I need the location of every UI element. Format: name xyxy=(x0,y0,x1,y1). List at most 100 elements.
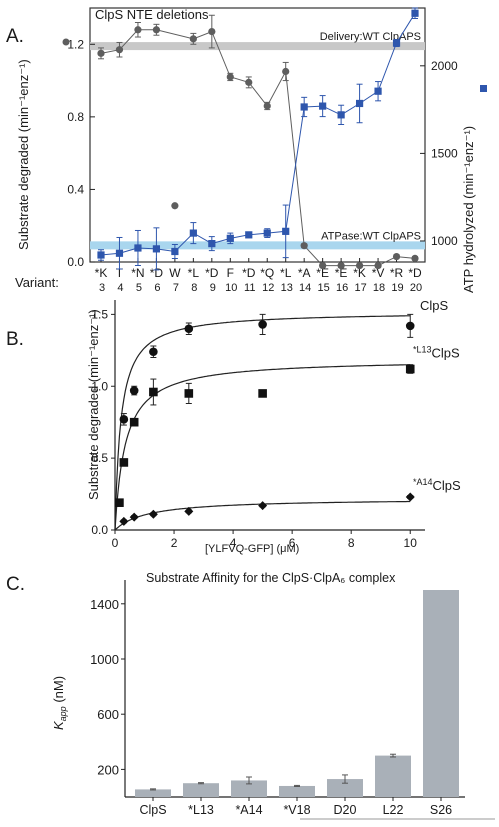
x-tick-label: 2 xyxy=(171,536,178,550)
x-tick-label: *E xyxy=(335,266,348,280)
y-tick-label: 0.8 xyxy=(67,110,84,124)
fit-curve xyxy=(114,364,411,531)
panel-b-letter: B. xyxy=(6,329,24,350)
series-label-superscript: *A14 xyxy=(413,477,433,487)
data-point-circle xyxy=(149,347,158,357)
data-point-diamond xyxy=(148,509,158,519)
y-tick-label: 0.5 xyxy=(91,451,108,465)
x-tick-position: 13 xyxy=(281,282,293,294)
x-tick-position: 6 xyxy=(154,282,160,294)
x-tick-label: *E xyxy=(316,266,329,280)
data-point-circle-isolated xyxy=(171,202,179,210)
x-tick-label: *D xyxy=(150,266,164,280)
x-tick-label: *L xyxy=(188,266,200,280)
bar xyxy=(423,590,459,797)
x-tick-label: *K xyxy=(353,266,366,280)
bar xyxy=(279,785,315,797)
y-axis-label-b: Substrate degraded (min⁻¹enz⁻¹) xyxy=(86,309,101,500)
x-tick-position: 9 xyxy=(210,282,216,294)
variant-label: Variant: xyxy=(15,275,59,290)
panel-b-chart: 0.00.51.01.50 2 4 6 8 10ClpS*L13ClpS*A14ClpS … xyxy=(86,298,461,555)
data-point-circle xyxy=(300,242,308,250)
x-tick-label: W xyxy=(169,266,181,280)
x-tick-position: 16 xyxy=(336,282,348,294)
panel-c-letter: C. xyxy=(6,574,25,595)
x-tick-label: F xyxy=(227,266,234,280)
x-tick-label: *R xyxy=(390,266,404,280)
y2-tick-label: 2000 xyxy=(431,59,458,73)
x-tick-position: 15 xyxy=(318,282,330,294)
x-tick-label: 8 xyxy=(348,536,355,550)
series-label: *A14ClpS xyxy=(413,477,461,493)
x-tick-label: *Q xyxy=(260,266,274,280)
reference-band xyxy=(90,241,425,250)
x-tick-label: ClpS xyxy=(139,803,166,817)
bar xyxy=(327,779,363,797)
data-point-diamond xyxy=(184,506,194,516)
data-point-diamond xyxy=(129,512,139,522)
y-tick-label: 600 xyxy=(97,707,119,722)
bar xyxy=(183,783,219,797)
y-tick-label: 0.0 xyxy=(91,523,108,537)
left-axis-legend-circle xyxy=(62,38,70,46)
x-tick-label: D20 xyxy=(334,803,357,817)
x-tick-position: 5 xyxy=(136,282,142,294)
x-tick-label: L22 xyxy=(383,803,404,817)
x-tick-label: *V xyxy=(372,266,385,280)
data-point-square xyxy=(152,245,161,253)
y-axis-label-c: Kapp (nM) xyxy=(51,676,68,730)
data-point-square xyxy=(189,229,197,237)
data-point-square xyxy=(300,103,308,111)
x-tick-label: *D xyxy=(408,266,422,280)
x-tick-position: 14 xyxy=(299,282,311,294)
series-label-text: ClpS xyxy=(433,478,462,493)
data-point-circle xyxy=(226,73,234,81)
data-point-circle xyxy=(374,262,382,270)
data-point-diamond xyxy=(258,501,268,511)
x-tick-label: 0 xyxy=(112,536,119,550)
data-point-square xyxy=(115,498,124,507)
data-point-circle xyxy=(245,78,253,86)
data-point-circle xyxy=(263,102,271,110)
data-point-square xyxy=(149,387,158,397)
data-point-diamond xyxy=(405,492,415,502)
data-point-square xyxy=(115,249,124,257)
data-point-circle xyxy=(392,252,401,261)
right-axis-legend-square xyxy=(480,85,487,92)
series-label: *L13ClpS xyxy=(413,345,460,361)
data-point-square xyxy=(171,247,179,256)
x-tick-position: 10 xyxy=(225,282,237,294)
data-point-circle xyxy=(97,49,105,57)
data-point-square xyxy=(208,240,216,248)
y-tick-label: 1.5 xyxy=(91,307,108,321)
y-tick-label: 0.4 xyxy=(67,182,84,196)
data-point-circle xyxy=(119,415,129,424)
x-tick-position: 7 xyxy=(173,282,179,294)
y-tick-label: 1400 xyxy=(90,597,119,612)
data-point-circle xyxy=(355,262,364,270)
data-point-circle xyxy=(411,254,419,262)
x-tick-position: 12 xyxy=(262,282,274,294)
x-tick-label: 10 xyxy=(404,536,418,550)
data-point-square xyxy=(355,99,364,108)
x-tick-position: 17 xyxy=(354,282,366,294)
data-point-square xyxy=(374,87,382,95)
x-tick-position: 19 xyxy=(391,282,403,294)
x-tick-label: 6 xyxy=(289,536,296,550)
x-tick-label: *D xyxy=(242,266,256,280)
fit-curve xyxy=(114,315,411,531)
data-point-circle xyxy=(184,324,194,334)
x-tick-label: *K xyxy=(95,266,108,280)
data-point-square xyxy=(337,111,345,119)
x-tick-position: 8 xyxy=(191,282,197,294)
data-point-square xyxy=(282,227,290,235)
data-point-circle xyxy=(258,320,267,329)
x-tick-label: *A xyxy=(298,266,311,280)
data-point-square xyxy=(134,244,142,252)
series-label-text: ClpS xyxy=(432,346,461,361)
data-point-circle xyxy=(115,46,124,54)
data-point-circle xyxy=(405,321,415,331)
data-point-circle xyxy=(134,26,142,34)
x-tick-label: *A14 xyxy=(235,803,262,817)
